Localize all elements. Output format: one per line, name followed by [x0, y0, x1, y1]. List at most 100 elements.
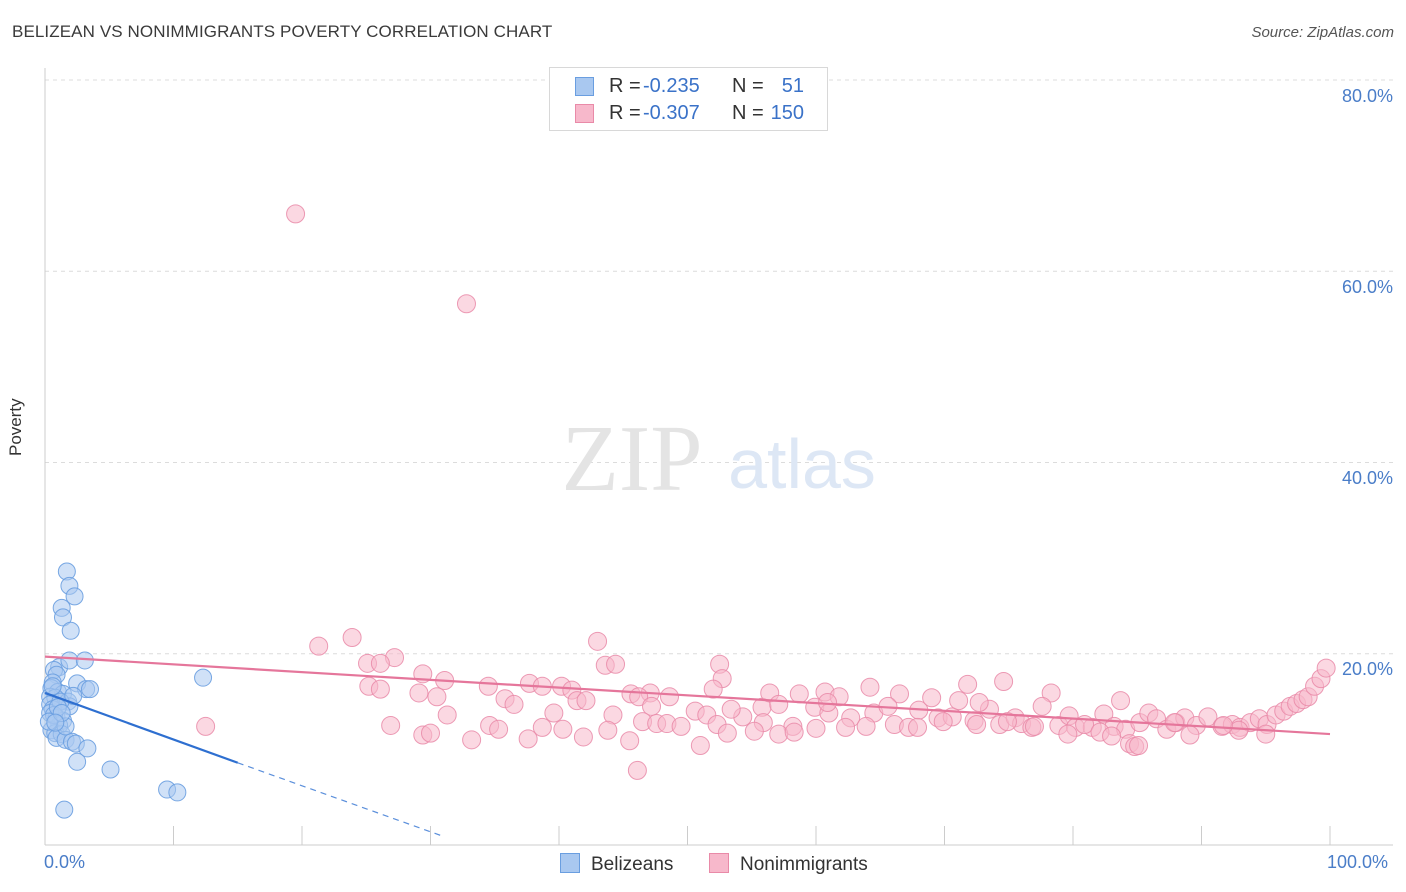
n-value: 150: [770, 102, 804, 124]
legend-item-belizeans[interactable]: Belizeans: [560, 853, 673, 876]
data-point-nonimmigrants: [598, 720, 618, 740]
n-value: 51: [781, 75, 804, 97]
series-belizeans: [39, 562, 213, 819]
legend-swatch-blue: [575, 77, 594, 96]
data-point-nonimmigrants: [890, 684, 910, 704]
data-point-belizeans: [55, 800, 74, 819]
trend-line-belizeans-extrapolated: [237, 762, 444, 837]
data-point-nonimmigrants: [703, 679, 723, 699]
data-point-nonimmigrants: [1111, 691, 1131, 711]
n-label: N =: [732, 102, 764, 124]
data-point-nonimmigrants: [1102, 726, 1122, 746]
data-point-nonimmigrants: [660, 687, 680, 707]
data-point-nonimmigrants: [620, 731, 640, 751]
data-point-nonimmigrants: [286, 204, 306, 224]
data-point-nonimmigrants: [462, 730, 482, 750]
legend-item-nonimmigrants[interactable]: Nonimmigrants: [709, 853, 868, 876]
data-point-nonimmigrants: [1129, 736, 1149, 756]
data-point-nonimmigrants: [994, 671, 1014, 691]
data-point-nonimmigrants: [1165, 713, 1185, 733]
data-point-nonimmigrants: [588, 631, 608, 651]
r-value: -0.307: [643, 102, 700, 124]
grid-lines: [45, 79, 1393, 655]
data-point-nonimmigrants: [409, 683, 429, 703]
data-point-nonimmigrants: [606, 654, 626, 674]
data-point-nonimmigrants: [504, 694, 524, 714]
data-point-nonimmigrants: [806, 718, 826, 738]
data-point-belizeans: [68, 752, 87, 771]
data-point-nonimmigrants: [456, 294, 476, 314]
n-label: N =: [732, 75, 764, 97]
data-point-nonimmigrants: [478, 676, 498, 696]
data-point-belizeans: [43, 677, 62, 696]
data-point-belizeans: [194, 668, 213, 687]
legend-label: Nonimmigrants: [740, 854, 868, 875]
data-point-nonimmigrants: [997, 712, 1017, 732]
data-point-nonimmigrants: [908, 717, 928, 737]
data-point-nonimmigrants: [856, 716, 876, 736]
chart-title: BELIZEAN VS NONIMMIGRANTS POVERTY CORREL…: [12, 22, 553, 41]
data-point-belizeans: [46, 713, 65, 732]
data-point-nonimmigrants: [518, 729, 538, 749]
data-point-belizeans: [65, 587, 84, 606]
data-point-nonimmigrants: [196, 716, 216, 736]
data-point-nonimmigrants: [1024, 716, 1044, 736]
watermark: ZIP atlas: [562, 407, 876, 511]
data-point-nonimmigrants: [1094, 704, 1114, 724]
data-point-nonimmigrants: [671, 716, 691, 736]
data-point-nonimmigrants: [370, 679, 390, 699]
data-point-belizeans: [60, 651, 79, 670]
data-point-nonimmigrants: [1213, 715, 1233, 735]
data-point-belizeans: [61, 621, 80, 640]
data-point-nonimmigrants: [381, 715, 401, 735]
trend-line-belizeans: [44, 691, 239, 764]
data-point-nonimmigrants: [922, 688, 942, 708]
y-tick-label: 40.0%: [1341, 468, 1393, 488]
data-point-nonimmigrants: [544, 703, 564, 723]
data-point-nonimmigrants: [860, 677, 880, 697]
legend-swatch-pink: [709, 853, 729, 873]
y-tick-label: 60.0%: [1341, 277, 1393, 297]
data-point-nonimmigrants: [427, 687, 447, 707]
source-label: Source: ZipAtlas.com: [1251, 24, 1394, 41]
data-point-nonimmigrants: [370, 653, 390, 673]
y-tick-label: 80.0%: [1341, 86, 1393, 106]
legend-label: Belizeans: [591, 854, 674, 875]
data-point-nonimmigrants: [437, 705, 457, 725]
data-point-belizeans: [168, 783, 187, 802]
r-value: -0.235: [643, 75, 700, 97]
x-tick-label: 100.0%: [1327, 852, 1389, 872]
data-point-nonimmigrants: [642, 696, 662, 716]
r-label: R =: [609, 102, 641, 124]
data-point-nonimmigrants: [789, 684, 809, 704]
trend-line-nonimmigrants: [44, 655, 1331, 736]
data-point-nonimmigrants: [1041, 683, 1061, 703]
data-point-nonimmigrants: [1316, 658, 1336, 678]
x-tick-label: 0.0%: [44, 852, 86, 872]
data-point-nonimmigrants: [1032, 696, 1052, 716]
data-point-nonimmigrants: [836, 717, 856, 737]
data-point-belizeans: [78, 739, 97, 758]
data-point-nonimmigrants: [949, 691, 969, 711]
data-point-nonimmigrants: [769, 694, 789, 714]
data-point-nonimmigrants: [576, 691, 596, 711]
data-point-nonimmigrants: [573, 727, 593, 747]
data-point-nonimmigrants: [1256, 724, 1276, 744]
data-point-nonimmigrants: [489, 719, 509, 739]
data-point-nonimmigrants: [309, 636, 329, 656]
data-point-nonimmigrants: [784, 722, 804, 742]
r-label: R =: [609, 75, 641, 97]
data-point-nonimmigrants: [1180, 725, 1200, 745]
data-point-nonimmigrants: [532, 717, 552, 737]
watermark-atlas: atlas: [728, 425, 876, 503]
legend-swatch-pink: [575, 104, 594, 123]
data-point-nonimmigrants: [1058, 724, 1078, 744]
data-point-nonimmigrants: [933, 712, 953, 732]
y-tick-label: 20.0%: [1341, 659, 1393, 679]
y-axis-label: Poverty: [6, 398, 25, 456]
axes: [44, 68, 1393, 846]
data-point-nonimmigrants: [717, 723, 737, 743]
data-point-nonimmigrants: [744, 721, 764, 741]
data-point-nonimmigrants: [421, 723, 440, 743]
